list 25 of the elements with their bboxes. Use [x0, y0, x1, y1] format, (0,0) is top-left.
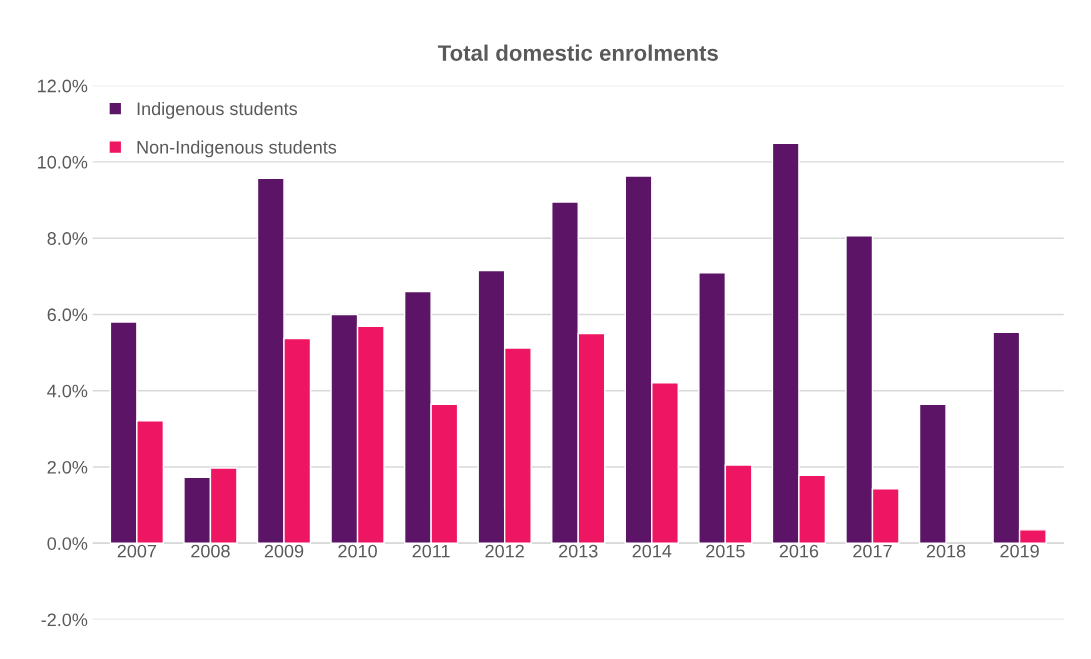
x-tick-label: 2013	[559, 544, 598, 558]
chart-title: Total domestic enrolments	[437, 44, 718, 61]
y-tick-label: 4.0%	[47, 384, 88, 398]
x-tick-label: 2018	[926, 544, 966, 558]
x-tick-label: 2014	[632, 544, 672, 558]
y-tick-label: 12.0%	[38, 79, 88, 93]
y-tick-label: 2.0%	[47, 460, 88, 474]
legend-label: Indigenous students	[137, 101, 298, 119]
x-tick-label: 2012	[485, 544, 524, 558]
bar	[918, 403, 947, 544]
y-tick-label: -2.0%	[41, 613, 88, 627]
x-tick-label: 2011	[412, 544, 450, 558]
legend-label: Non-Indigenous students	[137, 140, 337, 158]
x-tick-label: 2007	[117, 544, 157, 558]
x-tick-label: 2017	[853, 544, 892, 558]
y-tick-label: 0.0%	[47, 537, 88, 550]
x-tick-label: 2010	[338, 544, 377, 558]
y-tick-label: 8.0%	[47, 232, 88, 245]
x-tick-label: 2008	[191, 544, 230, 558]
x-tick-label: 2009	[264, 544, 304, 558]
x-tick-label: 2019	[1000, 544, 1039, 558]
x-tick-label: 2015	[706, 544, 745, 558]
y-tick-label: 6.0%	[47, 308, 88, 322]
y-tick-label: 10.0%	[38, 155, 88, 169]
x-tick-label: 2016	[779, 544, 819, 558]
